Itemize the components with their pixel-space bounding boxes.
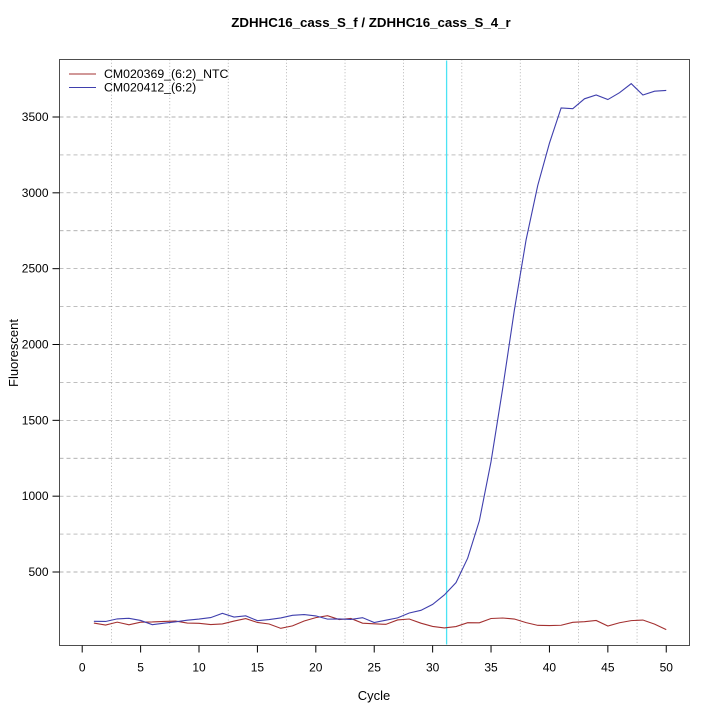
svg-text:30: 30 <box>426 661 440 675</box>
svg-text:15: 15 <box>251 661 265 675</box>
svg-text:5: 5 <box>137 661 144 675</box>
svg-text:45: 45 <box>601 661 615 675</box>
svg-text:Fluorescent: Fluorescent <box>6 319 21 387</box>
svg-text:1000: 1000 <box>22 489 49 503</box>
svg-text:CM020369_(6:2)_NTC: CM020369_(6:2)_NTC <box>104 67 229 81</box>
svg-text:25: 25 <box>368 661 382 675</box>
svg-text:3500: 3500 <box>22 110 49 124</box>
svg-text:20: 20 <box>309 661 323 675</box>
svg-text:1500: 1500 <box>22 413 49 427</box>
svg-text:40: 40 <box>543 661 557 675</box>
svg-text:2000: 2000 <box>22 338 49 352</box>
svg-text:Cycle: Cycle <box>358 688 391 703</box>
svg-text:CM020412_(6:2): CM020412_(6:2) <box>104 81 196 95</box>
svg-text:50: 50 <box>660 661 674 675</box>
svg-text:ZDHHC16_cass_S_f / ZDHHC16_cas: ZDHHC16_cass_S_f / ZDHHC16_cass_S_4_r <box>231 15 510 30</box>
svg-text:10: 10 <box>192 661 206 675</box>
svg-text:35: 35 <box>484 661 498 675</box>
svg-text:500: 500 <box>28 565 48 579</box>
svg-text:0: 0 <box>79 661 86 675</box>
svg-text:3000: 3000 <box>22 186 49 200</box>
svg-text:2500: 2500 <box>22 262 49 276</box>
